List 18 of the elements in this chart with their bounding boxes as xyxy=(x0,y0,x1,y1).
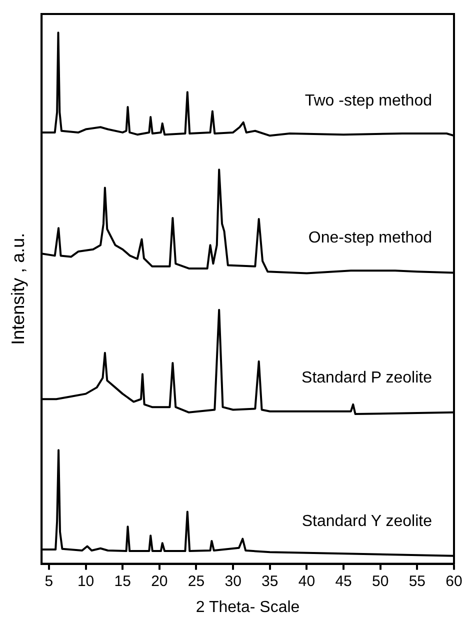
x-tick-label: 20 xyxy=(151,572,168,590)
x-tick-label: 5 xyxy=(44,572,54,590)
x-axis-title: 2 Theta- Scale xyxy=(196,598,300,616)
x-tick-label: 45 xyxy=(335,572,352,590)
x-tick-label: 50 xyxy=(372,572,389,590)
x-tick-label: 60 xyxy=(446,572,462,590)
x-tick-label: 10 xyxy=(77,572,94,590)
x-tick-label: 15 xyxy=(114,572,131,590)
x-tick-label: 55 xyxy=(408,572,426,590)
y-axis-title: Intensity , a.u. xyxy=(8,232,28,345)
x-tick-label: 25 xyxy=(188,572,205,590)
x-tick-label: 30 xyxy=(224,572,242,590)
series-label: Two -step method xyxy=(304,92,432,110)
series-label: Standard P zeolite xyxy=(302,369,432,386)
series-label: Standard Y zeolite xyxy=(302,512,432,530)
series-label: One-step method xyxy=(308,230,432,247)
x-tick-label: 35 xyxy=(262,572,278,590)
x-tick-label: 40 xyxy=(298,572,316,590)
